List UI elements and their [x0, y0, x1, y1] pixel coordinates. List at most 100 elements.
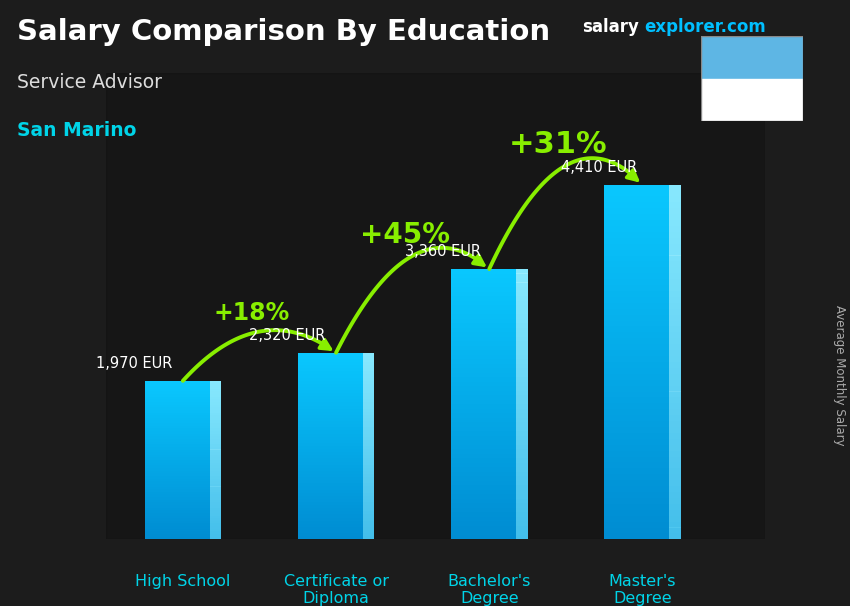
- Bar: [669, 427, 681, 433]
- Text: Master's
Degree: Master's Degree: [609, 574, 677, 606]
- Bar: [516, 494, 528, 499]
- Bar: [298, 384, 374, 387]
- Bar: [363, 433, 374, 437]
- Bar: [451, 508, 528, 512]
- Bar: [144, 484, 221, 487]
- Bar: [604, 327, 681, 332]
- Bar: [363, 452, 374, 455]
- Bar: [604, 250, 681, 256]
- Bar: [516, 391, 528, 395]
- Bar: [604, 362, 681, 368]
- Bar: [669, 527, 681, 533]
- Bar: [298, 418, 374, 421]
- Bar: [144, 397, 221, 399]
- Bar: [451, 323, 528, 328]
- Bar: [363, 399, 374, 402]
- Bar: [604, 332, 681, 338]
- Bar: [210, 421, 221, 423]
- Bar: [210, 423, 221, 426]
- Bar: [298, 480, 374, 484]
- Bar: [210, 381, 221, 384]
- Bar: [298, 443, 374, 446]
- Bar: [298, 493, 374, 496]
- Bar: [210, 484, 221, 487]
- Bar: [669, 498, 681, 504]
- Bar: [451, 534, 528, 539]
- Bar: [451, 291, 528, 296]
- Bar: [298, 408, 374, 412]
- Bar: [298, 368, 374, 371]
- Bar: [144, 502, 221, 505]
- Bar: [451, 301, 528, 305]
- Bar: [451, 490, 528, 494]
- Bar: [210, 454, 221, 458]
- Bar: [516, 427, 528, 431]
- Text: 4,410 EUR: 4,410 EUR: [561, 160, 638, 175]
- Bar: [669, 468, 681, 474]
- Bar: [451, 431, 528, 436]
- Bar: [669, 279, 681, 285]
- Bar: [451, 386, 528, 391]
- Bar: [363, 393, 374, 396]
- Text: Salary Comparison By Education: Salary Comparison By Education: [17, 18, 550, 46]
- Bar: [669, 250, 681, 256]
- Bar: [298, 524, 374, 527]
- Bar: [604, 433, 681, 439]
- Bar: [298, 365, 374, 368]
- Bar: [451, 499, 528, 504]
- Text: explorer.com: explorer.com: [644, 18, 766, 36]
- Bar: [210, 436, 221, 439]
- Bar: [298, 514, 374, 518]
- Bar: [363, 471, 374, 474]
- Bar: [210, 505, 221, 508]
- Bar: [604, 261, 681, 267]
- Text: Service Advisor: Service Advisor: [17, 73, 162, 92]
- Bar: [669, 256, 681, 261]
- Bar: [669, 303, 681, 308]
- Bar: [363, 533, 374, 536]
- Bar: [669, 244, 681, 250]
- Bar: [298, 381, 374, 384]
- Bar: [604, 385, 681, 391]
- Bar: [451, 404, 528, 408]
- Bar: [604, 480, 681, 486]
- Bar: [451, 454, 528, 458]
- Bar: [669, 391, 681, 398]
- Bar: [210, 407, 221, 410]
- Bar: [210, 388, 221, 391]
- Bar: [604, 451, 681, 456]
- Bar: [604, 184, 681, 190]
- Bar: [144, 410, 221, 413]
- Bar: [604, 232, 681, 238]
- Bar: [604, 303, 681, 308]
- Bar: [144, 423, 221, 426]
- Bar: [516, 534, 528, 539]
- Bar: [210, 508, 221, 510]
- Bar: [516, 476, 528, 481]
- Bar: [210, 439, 221, 442]
- Bar: [144, 454, 221, 458]
- Bar: [210, 384, 221, 386]
- Bar: [298, 452, 374, 455]
- Bar: [604, 196, 681, 202]
- Bar: [451, 391, 528, 395]
- Bar: [210, 431, 221, 434]
- Bar: [363, 462, 374, 465]
- Bar: [298, 387, 374, 390]
- Bar: [298, 430, 374, 433]
- Bar: [210, 502, 221, 505]
- Bar: [298, 499, 374, 502]
- Bar: [669, 404, 681, 409]
- Bar: [604, 439, 681, 445]
- Bar: [604, 256, 681, 261]
- Bar: [451, 399, 528, 404]
- Bar: [298, 533, 374, 536]
- Bar: [144, 489, 221, 492]
- Bar: [451, 530, 528, 535]
- Bar: [298, 411, 374, 415]
- Bar: [516, 503, 528, 508]
- Bar: [298, 471, 374, 474]
- Bar: [451, 273, 528, 278]
- Bar: [451, 328, 528, 332]
- Bar: [144, 386, 221, 389]
